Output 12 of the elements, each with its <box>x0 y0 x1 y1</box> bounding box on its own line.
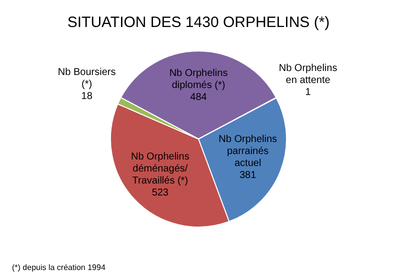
slice-label: Nb Orphelins parrainés actuel <box>218 134 277 169</box>
slice-label: Nb Boursiers (*) <box>58 67 116 90</box>
text: (*) depuis la création 1994 <box>12 263 106 272</box>
data-label: 523 <box>152 187 169 198</box>
chart-title: SITUATION DES 1430 ORPHELINS (*) <box>67 14 330 31</box>
slice-label: Nb Orphelins déménagés/ Travaillés (*) <box>130 151 190 186</box>
data-label: 484 <box>190 92 208 104</box>
data-label: 18 <box>81 91 93 102</box>
data-label: 381 <box>239 170 257 181</box>
data-label: 1 <box>305 86 312 98</box>
slice-label: Nb Orphelins diplomés (*) <box>169 68 228 92</box>
slice-label: Nb Orphelins en attente <box>278 62 338 86</box>
